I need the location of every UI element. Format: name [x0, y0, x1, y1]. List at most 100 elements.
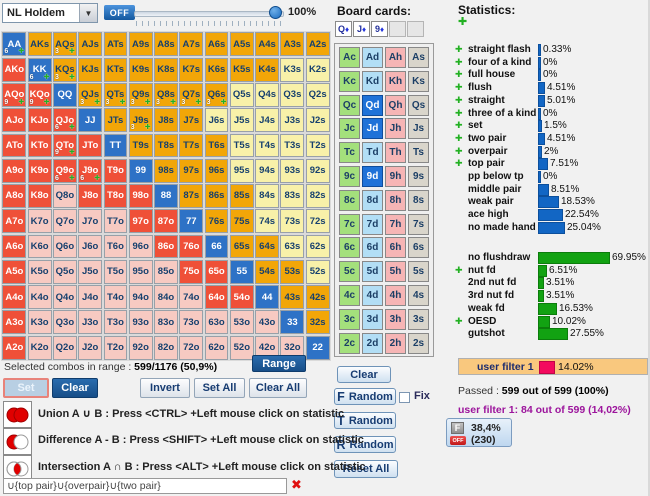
hand-cell-K9o[interactable]: K9o — [27, 158, 52, 183]
hand-cell-K8o[interactable]: K8o — [27, 184, 52, 208]
hand-cell-K2s[interactable]: K2s — [305, 57, 330, 82]
card-Ah[interactable]: Ah — [385, 47, 406, 68]
clear-expression-icon[interactable]: ✖ — [291, 477, 302, 492]
hand-cell-54s[interactable]: 54s — [255, 259, 280, 284]
hand-cell-92s[interactable]: 92s — [305, 158, 330, 183]
hand-cell-K3s[interactable]: K3s — [280, 57, 305, 82]
card-Qs[interactable]: Qs — [408, 94, 429, 116]
card-Js[interactable]: Js — [408, 118, 429, 140]
hand-cell-K8s[interactable]: K8s — [154, 57, 178, 82]
hand-cell-KQs[interactable]: KQs 3 ✚ — [52, 57, 77, 82]
card-Jh[interactable]: Jh — [385, 118, 406, 140]
hand-cell-QJs[interactable]: QJs 3 ✚ — [78, 82, 103, 107]
hand-cell-95s[interactable]: 95s — [229, 158, 254, 183]
hand-cell-Q8s[interactable]: Q8s 3 ✚ — [154, 82, 178, 107]
card-2d[interactable]: 2d — [362, 332, 383, 354]
hand-cell-A6o[interactable]: A6o — [2, 234, 27, 259]
board-card-empty-slot[interactable] — [389, 21, 406, 37]
hand-cell-AJo[interactable]: AJo — [2, 108, 27, 133]
hand-cell-J3o[interactable]: J3o — [78, 310, 103, 335]
card-5c[interactable]: 5c — [339, 261, 360, 283]
hand-cell-92o[interactable]: 92o — [128, 335, 153, 360]
card-Td[interactable]: Td — [362, 142, 383, 164]
hand-cell-KK[interactable]: KK 6 ✚ — [27, 57, 52, 82]
hand-cell-99[interactable]: 99 — [128, 158, 153, 183]
card-3h[interactable]: 3h — [385, 308, 406, 330]
hand-cell-95o[interactable]: 95o — [128, 259, 153, 284]
hand-cell-64s[interactable]: 64s — [255, 234, 280, 259]
hand-cell-Q5s[interactable]: Q5s — [229, 82, 254, 107]
hand-cell-T4s[interactable]: T4s — [255, 133, 280, 158]
hand-cell-T5o[interactable]: T5o — [103, 259, 128, 284]
hand-cell-A4o[interactable]: A4o — [2, 285, 27, 310]
hand-cell-65o[interactable]: 65o — [204, 259, 229, 284]
card-7s[interactable]: 7s — [408, 213, 429, 235]
hand-cell-A2s[interactable]: A2s — [305, 32, 330, 57]
card-5s[interactable]: 5s — [408, 261, 429, 283]
hand-cell-K7o[interactable]: K7o — [27, 209, 52, 234]
card-2c[interactable]: 2c — [339, 332, 360, 354]
hand-cell-A3o[interactable]: A3o — [2, 310, 27, 335]
hand-cell-K7s[interactable]: K7s — [179, 57, 204, 82]
hand-cell-T7s[interactable]: T7s — [179, 133, 204, 158]
hand-cell-A3s[interactable]: A3s — [280, 32, 305, 57]
card-2h[interactable]: 2h — [385, 332, 406, 354]
hand-cell-74o[interactable]: 74o — [179, 285, 204, 310]
hand-cell-A4s[interactable]: A4s — [255, 32, 280, 57]
hand-cell-52s[interactable]: 52s — [305, 259, 330, 284]
hand-cell-K3o[interactable]: K3o — [27, 310, 52, 335]
hand-cell-J5s[interactable]: J5s — [229, 108, 254, 133]
card-3s[interactable]: 3s — [408, 308, 429, 330]
hand-cell-K5o[interactable]: K5o — [27, 259, 52, 284]
range-percent-slider[interactable] — [134, 11, 284, 17]
card-7c[interactable]: 7c — [339, 213, 360, 235]
card-4s[interactable]: 4s — [408, 284, 429, 306]
board-clear-button[interactable]: Clear — [337, 366, 391, 383]
hand-cell-J8s[interactable]: J8s — [154, 108, 178, 133]
card-9s[interactable]: 9s — [408, 165, 429, 187]
hand-cell-T2s[interactable]: T2s — [305, 133, 330, 158]
hand-cell-J7s[interactable]: J7s — [179, 108, 204, 133]
hand-cell-A8s[interactable]: A8s — [154, 32, 178, 57]
hand-cell-TT[interactable]: TT — [103, 133, 128, 158]
hand-cell-AQs[interactable]: AQs 3 ✚ — [52, 32, 77, 57]
hand-cell-A6s[interactable]: A6s — [204, 32, 229, 57]
hand-cell-A7s[interactable]: A7s — [179, 32, 204, 57]
hand-cell-QTo[interactable]: QTo 9 ✚ — [52, 133, 77, 158]
card-Qh[interactable]: Qh — [385, 94, 406, 116]
hand-cell-T5s[interactable]: T5s — [229, 133, 254, 158]
hand-cell-Q3o[interactable]: Q3o — [52, 310, 77, 335]
hand-cell-J9s[interactable]: J9s 3 ✚ — [128, 108, 153, 133]
hand-cell-KJs[interactable]: KJs — [78, 57, 103, 82]
card-8s[interactable]: 8s — [408, 189, 429, 211]
hand-cell-T3o[interactable]: T3o — [103, 310, 128, 335]
hand-cell-43o[interactable]: 43o — [255, 310, 280, 335]
hand-cell-76s[interactable]: 76s — [204, 209, 229, 234]
hand-cell-Q7o[interactable]: Q7o — [52, 209, 77, 234]
hand-cell-96o[interactable]: 96o — [128, 234, 153, 259]
hand-cell-84o[interactable]: 84o — [154, 285, 178, 310]
card-Ts[interactable]: Ts — [408, 142, 429, 164]
hand-cell-J3s[interactable]: J3s — [280, 108, 305, 133]
hand-cell-A9o[interactable]: A9o — [2, 158, 27, 183]
card-Th[interactable]: Th — [385, 142, 406, 164]
hand-cell-J2o[interactable]: J2o — [78, 335, 103, 360]
hand-cell-T6s[interactable]: T6s — [204, 133, 229, 158]
hand-cell-T8s[interactable]: T8s — [154, 133, 178, 158]
board-card-Q[interactable]: Q ♦ — [335, 21, 352, 37]
card-Ks[interactable]: Ks — [408, 70, 429, 92]
card-3c[interactable]: 3c — [339, 308, 360, 330]
card-8c[interactable]: 8c — [339, 189, 360, 211]
hand-cell-84s[interactable]: 84s — [255, 184, 280, 208]
card-6d[interactable]: 6d — [362, 237, 383, 259]
hand-cell-KJo[interactable]: KJo — [27, 108, 52, 133]
off-toggle[interactable]: OFF — [104, 5, 135, 20]
hand-cell-73o[interactable]: 73o — [179, 310, 204, 335]
card-Ad[interactable]: Ad — [362, 47, 383, 68]
card-8d[interactable]: 8d — [362, 189, 383, 211]
hand-cell-Q7s[interactable]: Q7s 3 ✚ — [179, 82, 204, 107]
hand-cell-85o[interactable]: 85o — [154, 259, 178, 284]
hand-cell-Q9s[interactable]: Q9s 3 ✚ — [128, 82, 153, 107]
hand-cell-Q6s[interactable]: Q6s 3 ✚ — [204, 82, 229, 107]
hand-cell-97o[interactable]: 97o — [128, 209, 153, 234]
